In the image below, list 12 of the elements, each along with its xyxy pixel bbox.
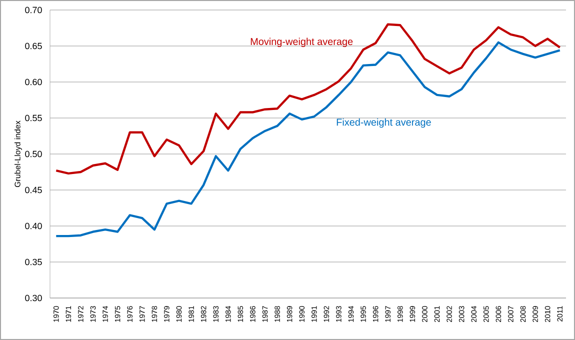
y-tick-label: 0.55 xyxy=(25,114,42,122)
y-tick-label: 0.35 xyxy=(25,258,42,266)
series-label: Fixed-weight average xyxy=(336,118,431,128)
y-tick-label: 0.40 xyxy=(25,222,42,230)
y-tick-label: 0.70 xyxy=(25,6,42,14)
line-series xyxy=(55,23,561,175)
y-tick-label: 0.50 xyxy=(25,150,42,158)
y-tick-label: 0.30 xyxy=(25,294,42,302)
series-label: Moving-weight average xyxy=(250,38,353,48)
y-tick-label: 0.45 xyxy=(25,186,42,194)
y-tick-label: 0.60 xyxy=(25,78,42,86)
y-tick-label: 0.65 xyxy=(25,42,42,50)
